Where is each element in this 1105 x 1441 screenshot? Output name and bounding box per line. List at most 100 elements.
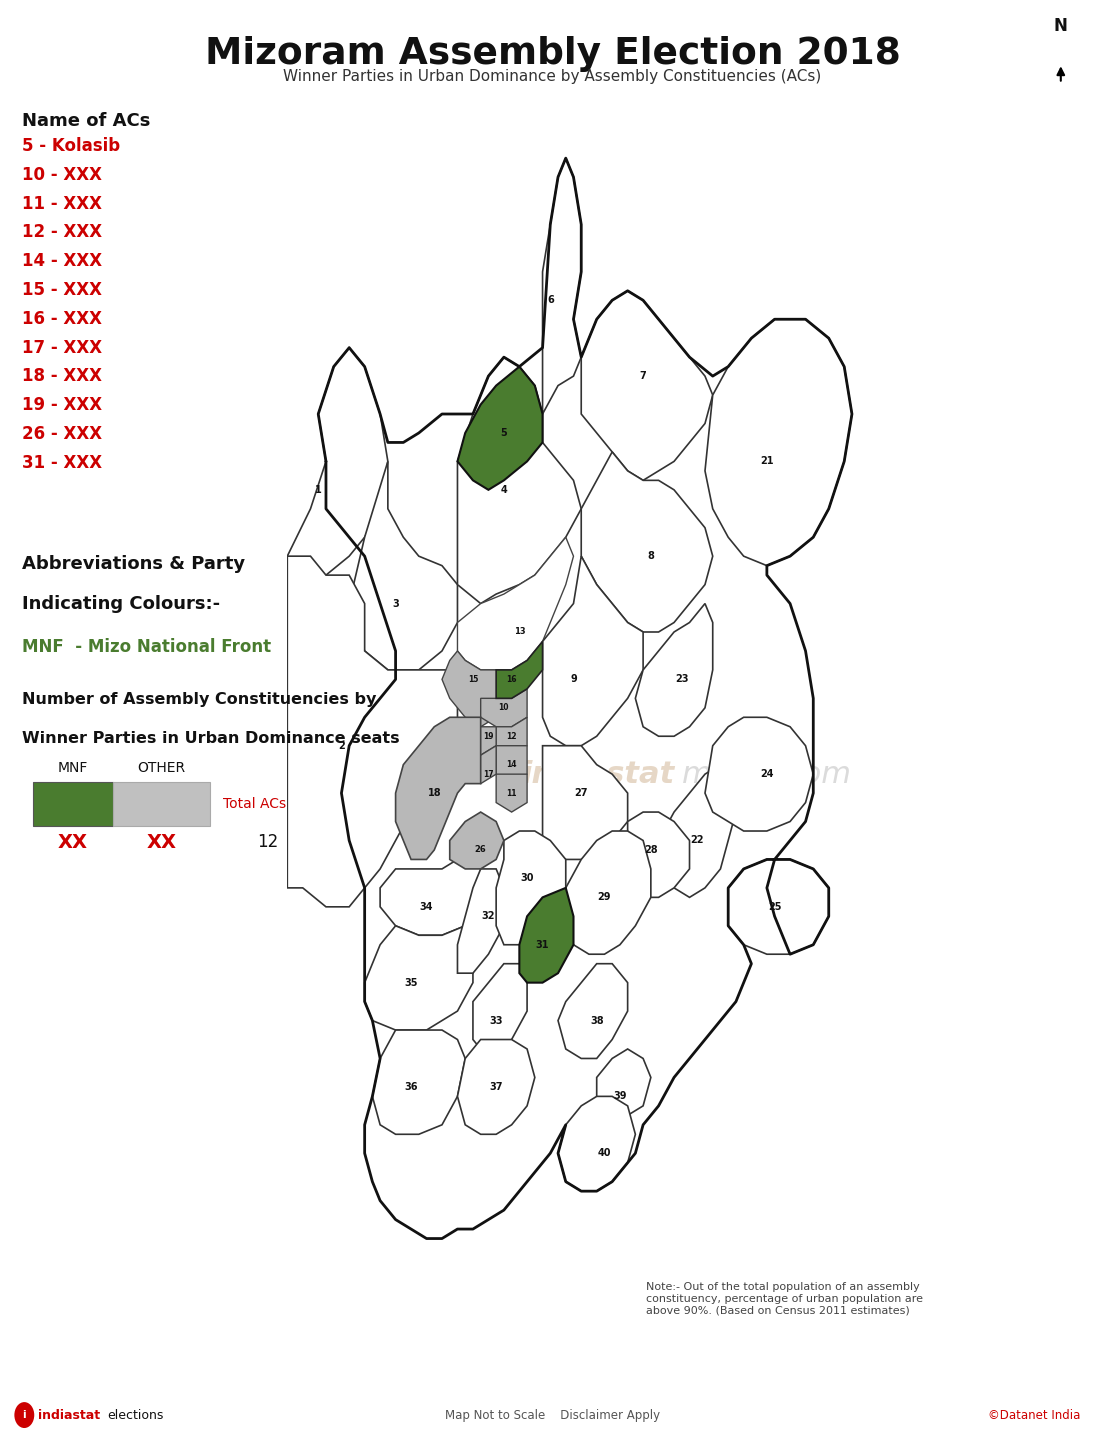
Text: 35: 35 <box>404 977 418 987</box>
Text: i: i <box>22 1411 27 1419</box>
Text: 10: 10 <box>498 703 509 712</box>
Text: Abbreviations & Party: Abbreviations & Party <box>22 555 245 572</box>
Text: 11 - XXX: 11 - XXX <box>22 195 102 212</box>
Polygon shape <box>519 888 573 983</box>
Polygon shape <box>287 347 388 585</box>
Bar <box>113 782 210 826</box>
Polygon shape <box>558 964 628 1059</box>
Text: 4: 4 <box>501 484 507 494</box>
Text: 19 - XXX: 19 - XXX <box>22 396 103 414</box>
Text: 16 - XXX: 16 - XXX <box>22 310 102 327</box>
Text: 13: 13 <box>514 627 525 637</box>
Text: 36: 36 <box>404 1082 418 1092</box>
Text: 14: 14 <box>506 761 517 769</box>
Text: 21: 21 <box>760 457 773 467</box>
Text: ©Datanet India: ©Datanet India <box>988 1408 1081 1422</box>
Polygon shape <box>457 1039 535 1134</box>
Text: 17: 17 <box>483 769 494 778</box>
Text: indiastat: indiastat <box>520 759 674 788</box>
Text: MNF  - Mizo National Front: MNF - Mizo National Front <box>22 638 271 656</box>
Text: 10 - XXX: 10 - XXX <box>22 166 102 183</box>
Text: elections: elections <box>107 1408 164 1422</box>
Text: 12 - XXX: 12 - XXX <box>22 223 103 241</box>
Polygon shape <box>457 537 573 670</box>
Polygon shape <box>543 556 643 746</box>
Text: 31: 31 <box>536 940 549 950</box>
Text: 1: 1 <box>315 484 322 494</box>
Text: 32: 32 <box>482 911 495 921</box>
Text: 15: 15 <box>467 674 478 684</box>
Text: 19: 19 <box>483 732 494 741</box>
Polygon shape <box>457 366 543 490</box>
Text: MNF: MNF <box>57 761 88 775</box>
Text: 23: 23 <box>675 674 688 684</box>
Text: 27: 27 <box>575 788 588 798</box>
Text: 15 - XXX: 15 - XXX <box>22 281 102 298</box>
Polygon shape <box>705 718 813 831</box>
Text: Name of ACs: Name of ACs <box>22 112 150 130</box>
Text: 3: 3 <box>392 598 399 608</box>
Text: 18 - XXX: 18 - XXX <box>22 367 102 385</box>
Polygon shape <box>380 859 481 935</box>
Polygon shape <box>287 556 457 906</box>
Bar <box>33 782 113 826</box>
Text: XX: XX <box>146 833 177 852</box>
Polygon shape <box>496 774 527 813</box>
Text: 28: 28 <box>644 844 657 855</box>
Polygon shape <box>442 651 504 726</box>
Text: XX: XX <box>57 833 88 852</box>
Polygon shape <box>465 726 496 755</box>
Polygon shape <box>659 765 736 898</box>
Text: Total ACs: Total ACs <box>223 797 286 811</box>
Text: 17 - XXX: 17 - XXX <box>22 339 103 356</box>
Text: 6: 6 <box>547 295 554 305</box>
Polygon shape <box>635 604 713 736</box>
Polygon shape <box>465 746 496 784</box>
Polygon shape <box>628 813 690 898</box>
Polygon shape <box>457 869 504 973</box>
Polygon shape <box>349 461 457 670</box>
Text: 9: 9 <box>570 674 577 684</box>
Text: 30: 30 <box>520 873 534 883</box>
Polygon shape <box>496 831 566 945</box>
Polygon shape <box>473 964 527 1049</box>
Text: 11: 11 <box>506 788 517 798</box>
Text: 5: 5 <box>501 428 507 438</box>
Polygon shape <box>558 1097 635 1192</box>
Polygon shape <box>543 746 628 859</box>
Text: 34: 34 <box>420 902 433 912</box>
Text: 14 - XXX: 14 - XXX <box>22 252 103 269</box>
Text: 25: 25 <box>768 902 781 912</box>
Text: 8: 8 <box>648 550 654 561</box>
Text: 7: 7 <box>640 372 646 380</box>
Text: 37: 37 <box>490 1082 503 1092</box>
Polygon shape <box>543 159 581 414</box>
Text: 5 - Kolasib: 5 - Kolasib <box>22 137 120 154</box>
Text: Note:- Out of the total population of an assembly
constituency, percentage of ur: Note:- Out of the total population of an… <box>646 1282 924 1316</box>
Text: 26 - XXX: 26 - XXX <box>22 425 103 442</box>
Text: 24: 24 <box>760 769 773 780</box>
Text: 18: 18 <box>428 788 441 798</box>
Text: 38: 38 <box>590 1016 603 1026</box>
Text: 16: 16 <box>506 674 517 684</box>
Text: 31 - XXX: 31 - XXX <box>22 454 103 471</box>
Text: 2: 2 <box>338 741 345 751</box>
Text: Map Not to Scale    Disclaimer Apply: Map Not to Scale Disclaimer Apply <box>445 1408 660 1422</box>
Polygon shape <box>597 1049 651 1115</box>
Text: Winner Parties in Urban Dominance by Assembly Constituencies (ACs): Winner Parties in Urban Dominance by Ass… <box>283 69 822 84</box>
Text: 22: 22 <box>691 836 704 846</box>
Text: Winner Parties in Urban Dominance seats: Winner Parties in Urban Dominance seats <box>22 731 400 745</box>
Polygon shape <box>581 291 713 480</box>
Polygon shape <box>496 746 527 784</box>
Polygon shape <box>566 831 651 954</box>
Text: 26: 26 <box>475 846 486 855</box>
Polygon shape <box>581 452 713 633</box>
Text: 12: 12 <box>256 833 278 850</box>
Polygon shape <box>496 641 543 699</box>
Polygon shape <box>365 925 473 1030</box>
Polygon shape <box>372 1030 465 1134</box>
Text: 12: 12 <box>506 732 517 741</box>
Polygon shape <box>450 813 504 869</box>
Text: 29: 29 <box>598 892 611 902</box>
Text: N: N <box>1054 17 1067 35</box>
